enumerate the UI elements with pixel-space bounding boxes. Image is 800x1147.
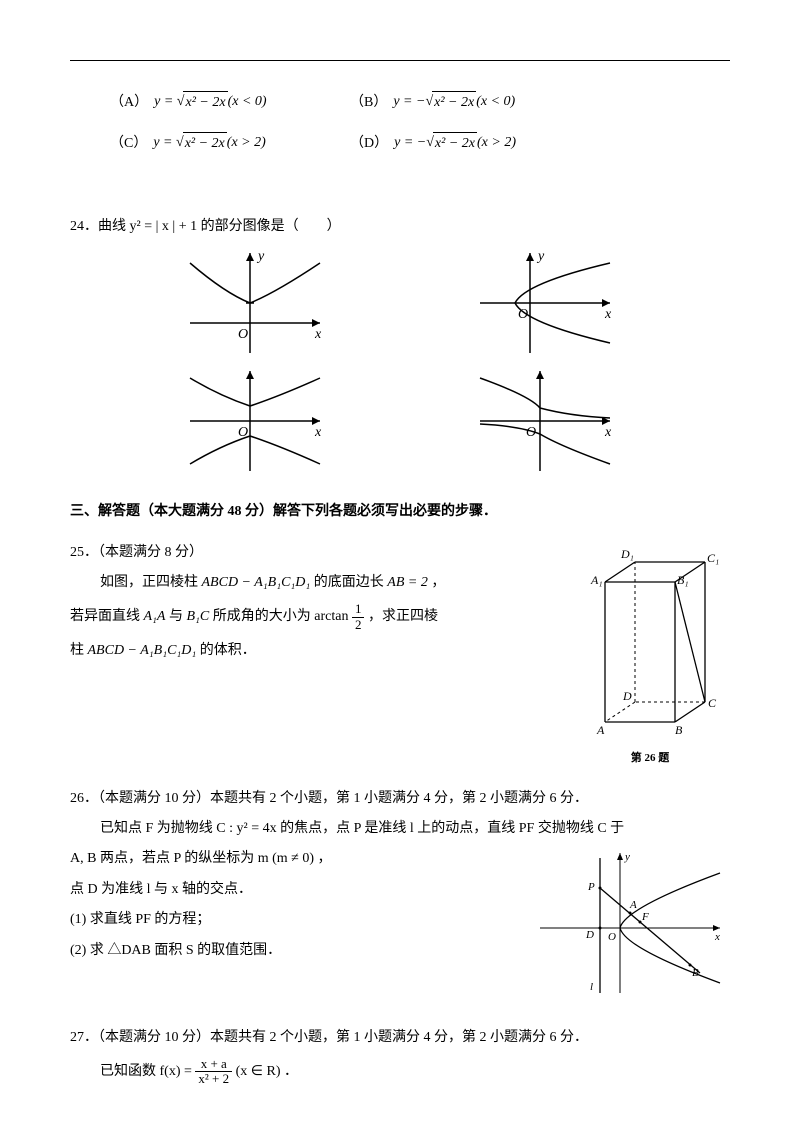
option-c-label: （C） [110,133,147,155]
q26-l2: A, B 两点，若点 P 的纵坐标为 m (m ≠ 0) ， [70,848,530,870]
q25-line3: 柱 ABCD − A₁B₁C₁D₁ 的体积． [70,640,570,662]
svg-text:O: O [238,327,248,342]
svg-text:C: C [708,696,717,710]
option-c: （C） y = √x² − 2x(x > 2) [110,132,350,155]
question-26: 26．（本题满分 10 分）本题共有 2 个小题，第 1 小题满分 4 分，第 … [70,788,730,1007]
option-c-expr: y = √x² − 2x(x > 2) [153,132,265,155]
svg-text:l: l [590,981,593,993]
q26-head: （本题满分 10 分）本题共有 2 个小题，第 1 小题满分 4 分，第 2 小… [98,791,588,806]
svg-text:x: x [604,307,612,322]
option-d-expr: y = −√x² − 2x(x > 2) [394,132,516,155]
question-24: 24．曲线 y² = | x | + 1 的部分图像是（ ） x y O [70,216,730,476]
svg-text:D: D [622,689,632,703]
option-d: （D） y = −√x² − 2x(x > 2) [350,132,590,155]
q25-line1: 如图，正四棱柱 ABCD − A₁B₁C₁D₁ 的底面边长 AB = 2 ， [100,572,570,594]
q26-l1: 已知点 F 为抛物线 C : y² = 4x 的焦点，点 P 是准线 l 上的动… [100,818,730,840]
parabola-icon: x y O P D F A B l [530,848,730,998]
q24-stem: 24．曲线 y² = | x | + 1 的部分图像是（ ） [70,216,730,238]
svg-text:A: A [629,899,637,911]
svg-text:D₁: D₁ [620,547,634,561]
section-3-title: 三、解答题（本大题满分 48 分）解答下列各题必须写出必要的步骤． [70,501,730,523]
q26-figure: x y O P D F A B l [530,848,730,1006]
svg-text:B₁: B₁ [677,573,689,587]
q26-l5: (2) 求 △DAB 面积 S 的取值范围． [70,940,530,962]
q26-num: 26． [70,791,98,806]
svg-text:P: P [587,881,595,893]
q25-num: 25． [70,545,98,560]
q27-num: 27． [70,1030,98,1045]
q27-l1: 已知函数 f(x) = x + ax² + 2 (x ∈ R) ． [100,1057,730,1087]
q25-caption: 第 26 题 [570,750,730,768]
q25-head: （本题满分 8 分） [98,545,203,560]
q24-num: 24． [70,219,98,234]
option-b-expr: y = −√x² − 2x(x < 0) [393,91,515,114]
q26-l4: (1) 求直线 PF 的方程； [70,909,530,931]
question-25: 25．（本题满分 8 分） 如图，正四棱柱 ABCD − A₁B₁C₁D₁ 的底… [70,542,730,768]
svg-text:x: x [604,425,612,440]
svg-text:y: y [624,851,630,863]
svg-text:y: y [256,249,265,264]
option-a: （A） y = √x² − 2x(x < 0) [110,91,350,114]
svg-text:y: y [536,249,545,264]
svg-text:x: x [314,327,322,342]
svg-text:A: A [596,723,605,737]
q24-graph-a: x y O [180,248,330,358]
q24-graph-d: x O [470,366,620,476]
q26-l3: 点 D 为准线 l 与 x 轴的交点． [70,879,530,901]
svg-text:A₁: A₁ [590,573,603,587]
q27-head: （本题满分 10 分）本题共有 2 个小题，第 1 小题满分 4 分，第 2 小… [98,1030,588,1045]
q24-graphs: x y O x O [110,248,690,476]
question-27: 27．（本题满分 10 分）本题共有 2 个小题，第 1 小题满分 4 分，第 … [70,1027,730,1087]
svg-text:B: B [675,723,683,737]
top-rule [70,60,730,61]
answer-options: （A） y = √x² − 2x(x < 0) （B） y = −√x² − 2… [110,91,730,156]
q24-text: 曲线 y² = | x | + 1 的部分图像是（ ） [98,219,341,234]
svg-text:F: F [641,911,649,923]
option-row-1: （A） y = √x² − 2x(x < 0) （B） y = −√x² − 2… [110,91,730,114]
svg-text:D: D [585,929,594,941]
option-b: （B） y = −√x² − 2x(x < 0) [350,91,590,114]
option-a-expr: y = √x² − 2x(x < 0) [154,91,266,114]
svg-text:B: B [692,967,699,979]
svg-text:C₁: C₁ [707,551,719,565]
svg-text:O: O [608,931,616,943]
option-a-label: （A） [110,92,148,114]
prism-icon: A B C D A₁ B₁ C₁ D₁ [575,542,725,742]
q24-graph-b: x y O [470,248,620,358]
svg-text:x: x [714,931,720,943]
option-d-label: （D） [350,133,388,155]
q25-line2: 若异面直线 A₁A 与 B₁C 所成角的大小为 arctan 12 ，求正四棱 [70,602,570,632]
q25-figure: A B C D A₁ B₁ C₁ D₁ 第 26 题 [570,542,730,768]
q24-graph-c: x O [180,366,330,476]
svg-text:x: x [314,425,322,440]
option-row-2: （C） y = √x² − 2x(x > 2) （D） y = −√x² − 2… [110,132,730,155]
option-b-label: （B） [350,92,387,114]
